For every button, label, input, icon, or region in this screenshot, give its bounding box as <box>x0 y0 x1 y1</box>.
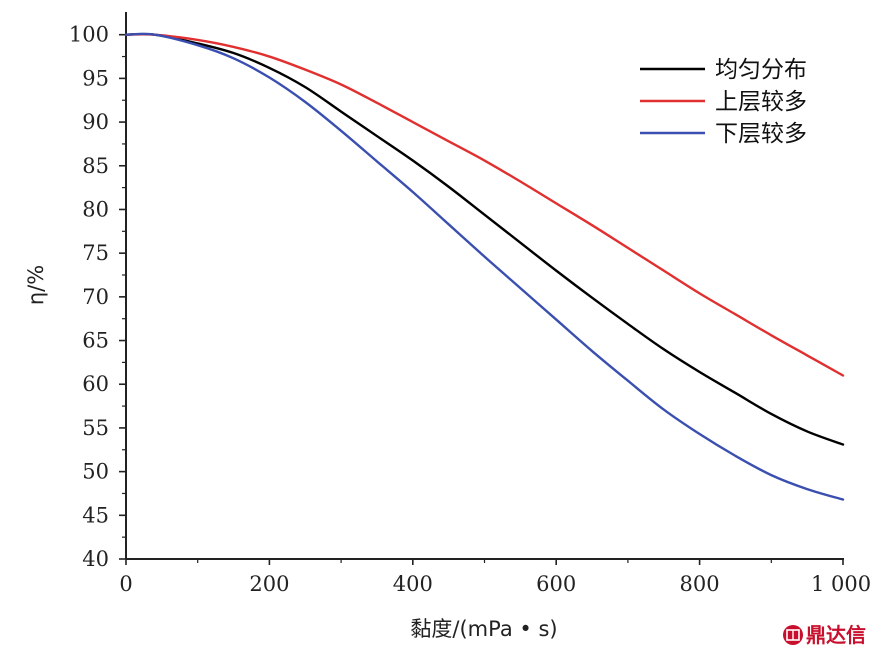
series-line-1 <box>124 32 845 446</box>
series-lines <box>124 32 845 501</box>
y-tick-label: 40 <box>82 547 109 571</box>
y-tick-label: 85 <box>82 154 109 178</box>
watermark: 鼎达信 <box>783 623 866 647</box>
legend-label-3: 下层较多 <box>715 121 807 147</box>
y-tick-label: 55 <box>82 416 109 440</box>
watermark-text: 鼎达信 <box>806 623 866 647</box>
y-axis-title: η/% <box>24 265 48 305</box>
legend-label-2: 上层较多 <box>715 89 807 115</box>
y-tick-label: 60 <box>82 372 109 396</box>
legend-label-1: 均匀分布 <box>715 57 807 83</box>
y-tick-label: 100 <box>69 23 109 47</box>
x-tick-label: 800 <box>680 572 720 596</box>
series-line-2 <box>124 33 845 377</box>
y-tick-label: 90 <box>82 110 109 134</box>
x-axis-ticks: 0 200 400 600 800 1 000 <box>119 559 871 596</box>
series-line-3 <box>124 32 845 501</box>
y-tick-label: 45 <box>82 503 109 527</box>
x-tick-label: 200 <box>249 572 289 596</box>
x-tick-label: 0 <box>119 572 132 596</box>
x-tick-label: 600 <box>536 572 576 596</box>
y-tick-label: 50 <box>82 460 109 484</box>
y-tick-label: 95 <box>82 66 109 90</box>
y-tick-label: 75 <box>82 241 109 265</box>
y-tick-label: 80 <box>82 197 109 221</box>
seal-icon <box>783 625 803 645</box>
y-axis-ticks: 40 45 50 55 60 65 70 75 80 85 90 95 100 <box>69 23 126 571</box>
x-axis-title: 黏度/(mPa • s) <box>410 617 557 641</box>
x-tick-label: 400 <box>393 572 433 596</box>
x-tick-label: 1 000 <box>811 572 871 596</box>
y-tick-label: 65 <box>82 329 109 353</box>
y-tick-label: 70 <box>82 285 109 309</box>
